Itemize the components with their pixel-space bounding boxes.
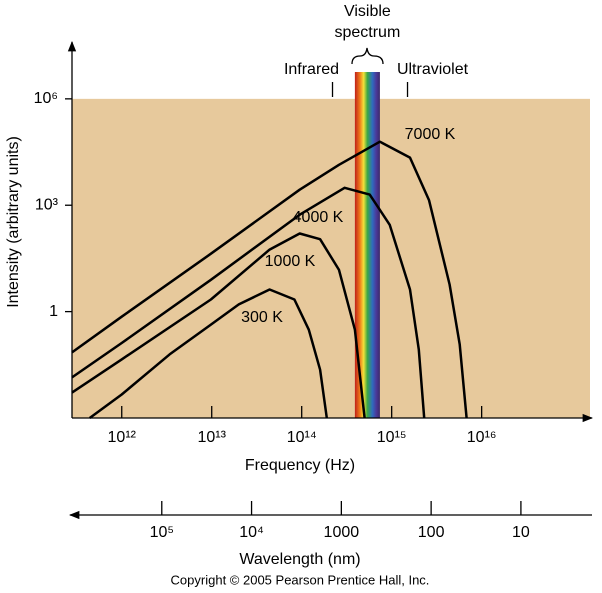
x2-tick-label: 100: [418, 524, 445, 541]
series-label: 4000 K: [293, 209, 344, 226]
y-tick-label: 1: [49, 303, 58, 320]
y-axis-label: Intensity (arbitrary units): [5, 136, 22, 308]
x2-tick-label: 1000: [324, 524, 360, 541]
curve: [71, 140, 468, 419]
x-axis-label: Frequency (Hz): [245, 457, 355, 474]
curve: [71, 186, 426, 419]
x2-tick-label: 10: [512, 524, 530, 541]
band-label: spectrum: [334, 24, 400, 41]
marker-label: Infrared: [284, 61, 339, 78]
band-label: Visible: [344, 3, 391, 20]
series-label: 300 K: [241, 309, 283, 326]
x-tick-label: 10¹⁶: [467, 429, 497, 446]
credit: Copyright © 2005 Pearson Prentice Hall, …: [171, 572, 430, 587]
marker-label: Ultraviolet: [397, 61, 469, 78]
series-label: 7000 K: [405, 126, 456, 143]
y-tick-label: 10³: [35, 196, 59, 213]
curve: [71, 232, 366, 419]
x2-tick-label: 10⁵: [150, 524, 174, 541]
x-tick-label: 10¹⁵: [377, 429, 407, 446]
curve: [88, 288, 329, 420]
series-label: 1000 K: [265, 253, 316, 270]
x2-axis-label: Wavelength (nm): [239, 551, 360, 568]
x-tick-label: 10¹²: [108, 429, 137, 446]
x2-tick-label: 10⁴: [239, 524, 264, 541]
x-tick-label: 10¹⁴: [287, 429, 317, 446]
x-tick-label: 10¹³: [197, 429, 226, 446]
y-tick-label: 10⁶: [34, 90, 58, 107]
brace: [351, 47, 384, 65]
plot-area: [72, 72, 590, 418]
